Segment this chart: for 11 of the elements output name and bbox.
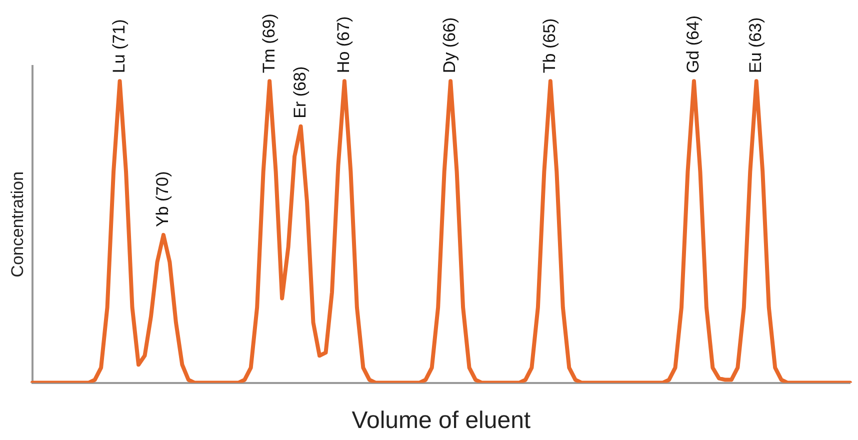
text: Eu (63) (746, 17, 766, 74)
text: Tm (69) (259, 14, 278, 74)
annotation: Er (68) (290, 66, 310, 118)
text: Tb (65) (540, 18, 560, 74)
text: Dy (66) (440, 17, 460, 74)
text: Gd (64) (684, 15, 703, 74)
annotation: Yb (70) (153, 171, 172, 227)
x-axis-title: Volume of eluent (352, 407, 531, 434)
text: Ho (67) (334, 16, 354, 74)
text: Lu (71) (109, 19, 128, 74)
y-axis-title: Concentration (8, 171, 27, 278)
